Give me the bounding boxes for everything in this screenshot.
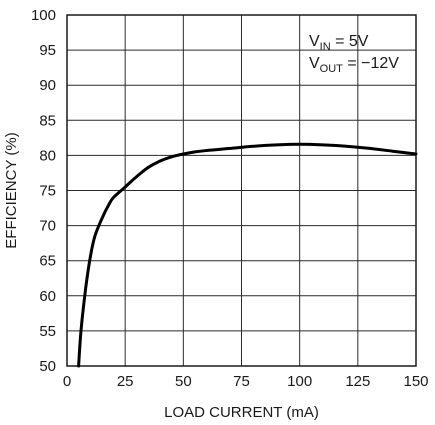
x-tick-label: 50	[175, 373, 192, 390]
y-tick-label: 90	[39, 77, 56, 94]
y-tick-label: 60	[39, 288, 56, 305]
annotation-vout: VOUT = −12V	[309, 55, 399, 75]
y-tick-label: 55	[39, 323, 56, 340]
y-tick-labels: 50 55 60 65 70 75 80 85 90 95 100	[31, 7, 56, 375]
x-axis-title: LOAD CURRENT (mA)	[164, 404, 319, 421]
y-tick-label: 100	[31, 7, 56, 24]
annotation-vout-subscript: OUT	[320, 63, 344, 75]
x-tick-label: 0	[63, 373, 71, 390]
y-tick-label: 50	[39, 358, 56, 375]
x-tick-label: 125	[345, 373, 370, 390]
y-tick-label: 85	[39, 112, 56, 129]
y-tick-label: 70	[39, 218, 56, 235]
x-tick-label: 100	[287, 373, 312, 390]
plot-frame	[66, 14, 417, 367]
condition-annotation: VIN = 5V VOUT = −12V	[309, 33, 399, 75]
series-layer	[77, 142, 418, 368]
x-tick-label: 150	[403, 373, 428, 390]
annotation-vin-label: V	[309, 33, 320, 50]
efficiency-curve	[77, 142, 418, 368]
y-tick-label: 80	[39, 147, 56, 164]
annotation-vin: VIN = 5V	[309, 33, 369, 53]
x-tick-labels: 0 25 50 75 100 125 150	[63, 373, 429, 390]
y-axis-title: EFFICIENCY (%)	[3, 132, 20, 248]
annotation-vout-label: V	[309, 55, 320, 72]
x-tick-label: 25	[117, 373, 134, 390]
y-tick-label: 75	[39, 183, 56, 200]
annotation-vout-value: = −12V	[343, 55, 399, 72]
annotation-vin-value: = 5V	[331, 33, 369, 50]
x-tick-label: 75	[233, 373, 250, 390]
y-tick-label: 95	[39, 42, 56, 59]
annotation-vin-subscript: IN	[320, 41, 331, 53]
y-tick-label: 65	[39, 253, 56, 270]
